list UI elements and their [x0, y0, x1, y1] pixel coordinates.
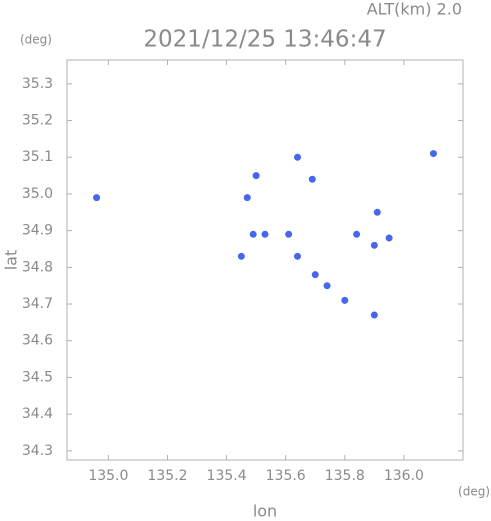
altitude-label: ALT(km) 2.0 — [367, 0, 462, 19]
echo-point — [373, 208, 381, 216]
echo-point — [385, 234, 393, 242]
x-tick-label: 135.0 — [88, 468, 128, 484]
echo-point — [243, 194, 251, 202]
y-tick-label: 35.3 — [22, 76, 53, 92]
x-unit: (deg) — [458, 485, 490, 499]
echo-point — [249, 230, 257, 238]
y-tick-label: 35.2 — [22, 113, 53, 129]
y-tick-label: 35.1 — [22, 149, 53, 165]
echo-point — [285, 230, 293, 238]
x-tick-label: 135.6 — [266, 468, 306, 484]
echo-point — [323, 282, 331, 290]
echo-point — [311, 271, 319, 279]
plot-frame — [66, 59, 464, 461]
echo-point — [341, 296, 349, 304]
x-tick-label: 135.8 — [325, 468, 365, 484]
y-tick-label: 34.5 — [22, 369, 53, 385]
y-tick-label: 35.0 — [22, 186, 53, 202]
y-axis-label: lat — [2, 250, 21, 271]
chart-title: 2021/12/25 13:46:47 — [143, 27, 386, 53]
x-axis-label: lon — [253, 502, 277, 521]
echo-point — [429, 150, 437, 158]
y-tick-label: 34.8 — [22, 259, 53, 275]
x-tick-label: 136.0 — [384, 468, 424, 484]
echo-point — [308, 175, 316, 183]
y-tick-label: 34.3 — [22, 443, 53, 459]
echo-point — [237, 252, 245, 260]
x-tick-label: 135.4 — [207, 468, 247, 484]
y-tick-label: 34.7 — [22, 296, 53, 312]
y-unit: (deg) — [20, 33, 52, 47]
echo-point — [353, 230, 361, 238]
y-tick-label: 34.6 — [22, 333, 53, 349]
echo-point — [93, 194, 101, 202]
y-tick-label: 34.4 — [22, 406, 53, 422]
echo-point — [370, 311, 378, 319]
echo-point — [294, 153, 302, 161]
echo-point — [294, 252, 302, 260]
x-tick-label: 135.2 — [147, 468, 187, 484]
y-tick-label: 34.9 — [22, 223, 53, 239]
echo-point — [370, 241, 378, 249]
echo-point — [252, 172, 260, 180]
echo-point — [261, 230, 269, 238]
